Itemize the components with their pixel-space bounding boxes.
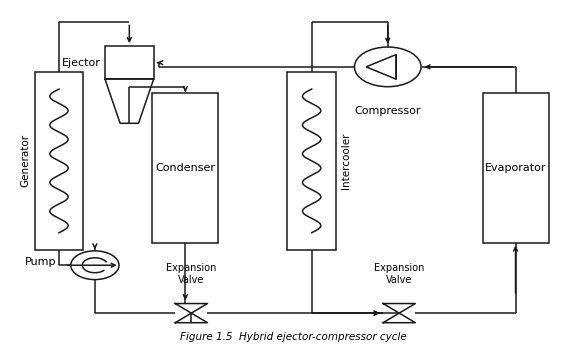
Text: Expansion
Valve: Expansion Valve (374, 263, 424, 285)
Text: Compressor: Compressor (355, 105, 421, 116)
Text: Generator: Generator (20, 134, 30, 188)
Bar (287, 72, 336, 250)
Text: Expansion
Valve: Expansion Valve (166, 263, 217, 285)
Bar (35, 72, 83, 250)
Text: Ejector: Ejector (62, 58, 100, 68)
Circle shape (355, 47, 421, 87)
Circle shape (71, 251, 119, 280)
Text: Intercooler: Intercooler (340, 133, 350, 189)
Bar (482, 93, 548, 243)
Bar (152, 93, 219, 243)
Bar (105, 46, 154, 79)
Text: Pump: Pump (25, 257, 56, 267)
Text: Evaporator: Evaporator (485, 163, 546, 173)
Text: Figure 1.5  Hybrid ejector-compressor cycle: Figure 1.5 Hybrid ejector-compressor cyc… (180, 332, 406, 342)
Text: Condenser: Condenser (155, 163, 215, 173)
Polygon shape (366, 55, 396, 79)
